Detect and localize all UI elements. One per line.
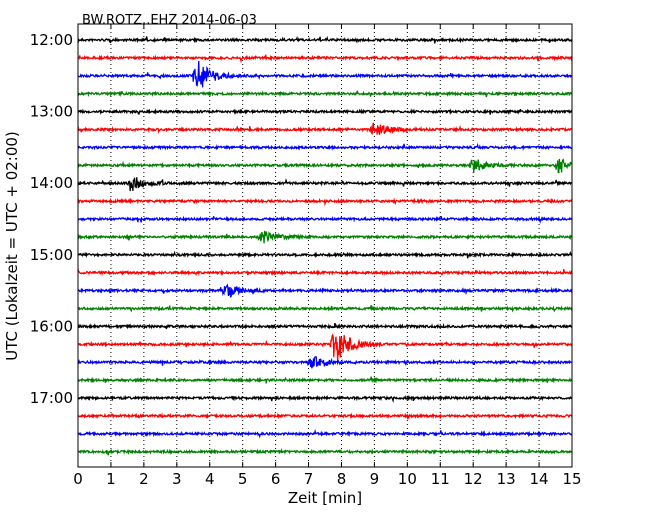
x-tick-label: 7: [304, 470, 314, 488]
x-tick-label: 3: [172, 470, 182, 488]
grid-lines: [110, 24, 540, 467]
trace-1215: [77, 54, 573, 64]
x-tick-label: 0: [73, 470, 83, 488]
x-tick-label: 14: [530, 470, 549, 488]
x-tick-label: 12: [464, 470, 483, 488]
x-tick-label: 2: [139, 470, 149, 488]
y-tick-label: 15:00: [30, 246, 73, 264]
x-tick-label: 5: [238, 470, 248, 488]
trace-1530: [77, 283, 573, 298]
trace-1615: [77, 333, 573, 362]
trace-1415: [77, 197, 573, 207]
x-tick-label: 15: [562, 470, 581, 488]
x-tick-label: 13: [497, 470, 516, 488]
trace-1700: [77, 394, 573, 404]
trace-1730: [77, 428, 573, 439]
y-tick-label: 17:00: [30, 389, 73, 407]
trace-1200: [77, 35, 573, 44]
trace-1330: [77, 142, 573, 151]
trace-1445: [77, 230, 573, 244]
trace-1645: [77, 376, 573, 384]
seismic-traces: [77, 35, 573, 456]
y-tick-label: 13:00: [30, 103, 73, 121]
y-axis-label: UTC (Lokalzeit = UTC + 02:00): [3, 131, 21, 361]
x-tick-label: 10: [398, 470, 417, 488]
trace-1745: [77, 447, 573, 456]
x-tick-label: 6: [271, 470, 281, 488]
trace-1630: [77, 356, 573, 369]
trace-1430: [77, 215, 573, 224]
x-tick-label: 11: [431, 470, 450, 488]
x-tick-label: 9: [370, 470, 380, 488]
x-axis-ticks: 0 1 2 3 4 5 6 7 8 9 10 11 12 13 14 15: [73, 24, 582, 488]
x-tick-label: 4: [205, 470, 215, 488]
trace-1400: [77, 177, 573, 192]
trace-1345: [77, 158, 573, 174]
trace-1230: [77, 60, 573, 88]
trace-1500: [77, 250, 573, 259]
trace-1245: [77, 90, 573, 98]
y-axis-ticks: 12:00 13:00 14:00 15:00 16:00 17:00: [30, 31, 572, 407]
trace-1600: [77, 322, 573, 330]
trace-1715: [77, 412, 573, 420]
plot-frame: [77, 23, 573, 468]
trace-1545: [77, 304, 573, 313]
x-tick-label: 1: [106, 470, 116, 488]
trace-1515: [77, 269, 573, 277]
y-tick-label: 12:00: [30, 31, 73, 49]
chart-title: BW.ROTZ..EHZ 2014-06-03: [82, 13, 257, 28]
trace-1300: [77, 108, 573, 116]
y-tick-label: 14:00: [30, 174, 73, 192]
y-tick-label: 16:00: [30, 317, 73, 335]
x-tick-label: 8: [337, 470, 347, 488]
x-axis-label: Zeit [min]: [288, 489, 362, 507]
trace-1315: [77, 122, 573, 136]
